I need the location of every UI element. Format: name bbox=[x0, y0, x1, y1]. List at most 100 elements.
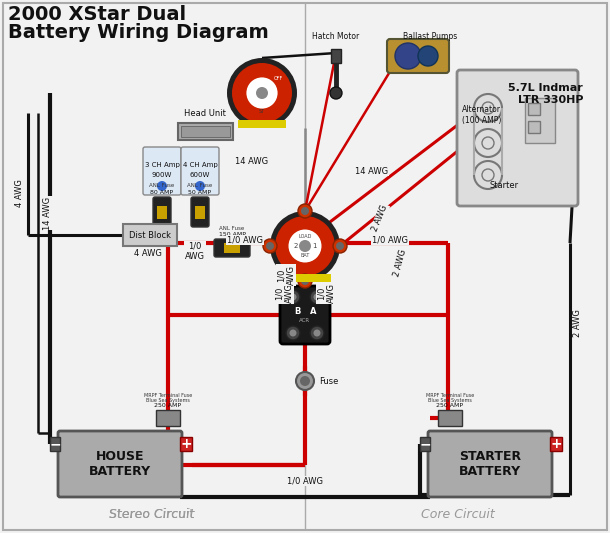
Circle shape bbox=[314, 329, 320, 336]
Text: MRPF Terminal Fuse: MRPF Terminal Fuse bbox=[144, 393, 192, 398]
Circle shape bbox=[310, 326, 324, 340]
Text: ANL Fuse: ANL Fuse bbox=[220, 226, 245, 231]
Circle shape bbox=[289, 230, 321, 262]
Text: 1/0 AWG: 1/0 AWG bbox=[372, 236, 408, 245]
Text: 1/0
AWG: 1/0 AWG bbox=[274, 283, 293, 303]
Text: +: + bbox=[180, 437, 192, 451]
FancyBboxPatch shape bbox=[457, 70, 578, 206]
Bar bbox=[525, 98, 555, 143]
Circle shape bbox=[227, 58, 297, 128]
Text: 1/0 AWG: 1/0 AWG bbox=[227, 236, 263, 245]
Bar bbox=[438, 410, 462, 426]
Circle shape bbox=[256, 87, 268, 99]
Text: Battery Wiring Diagram: Battery Wiring Diagram bbox=[8, 23, 269, 42]
Text: +: + bbox=[550, 437, 562, 451]
FancyBboxPatch shape bbox=[181, 147, 219, 195]
Text: OFF: OFF bbox=[274, 76, 283, 80]
Text: 14 AWG: 14 AWG bbox=[43, 197, 52, 230]
Circle shape bbox=[232, 63, 292, 123]
Text: 4 CH Amp: 4 CH Amp bbox=[182, 162, 217, 168]
Circle shape bbox=[195, 181, 205, 191]
Text: 5.7L Indmar
LTR 330HP: 5.7L Indmar LTR 330HP bbox=[508, 83, 583, 104]
Text: STARTER
BATTERY: STARTER BATTERY bbox=[459, 450, 521, 478]
Text: LOAD: LOAD bbox=[298, 234, 312, 239]
Text: 50 AMP: 50 AMP bbox=[188, 190, 212, 195]
Bar bbox=[420, 437, 430, 451]
Circle shape bbox=[333, 239, 347, 253]
Text: Hatch Motor: Hatch Motor bbox=[312, 32, 360, 41]
Bar bbox=[180, 437, 192, 451]
Bar bbox=[331, 49, 341, 63]
Text: 1/0
AWG: 1/0 AWG bbox=[317, 283, 336, 303]
FancyBboxPatch shape bbox=[214, 239, 250, 257]
Text: Core Circuit: Core Circuit bbox=[421, 508, 495, 521]
FancyBboxPatch shape bbox=[387, 39, 449, 73]
Circle shape bbox=[314, 294, 320, 301]
Text: 2 AWG: 2 AWG bbox=[392, 248, 408, 278]
FancyBboxPatch shape bbox=[58, 431, 182, 497]
Text: MRPF Terminal Fuse: MRPF Terminal Fuse bbox=[426, 393, 474, 398]
Circle shape bbox=[336, 242, 344, 250]
Circle shape bbox=[298, 204, 312, 218]
Text: ANL Fuse: ANL Fuse bbox=[187, 183, 213, 188]
Circle shape bbox=[301, 207, 309, 215]
Text: 3 CH Amp: 3 CH Amp bbox=[145, 162, 179, 168]
Text: A: A bbox=[310, 306, 316, 316]
Bar bbox=[279, 274, 331, 282]
Text: 2 AWG: 2 AWG bbox=[573, 309, 583, 337]
Circle shape bbox=[290, 329, 296, 336]
Circle shape bbox=[299, 240, 311, 252]
FancyBboxPatch shape bbox=[153, 197, 171, 227]
Circle shape bbox=[298, 274, 312, 288]
FancyBboxPatch shape bbox=[428, 431, 552, 497]
Text: Stereo Circuit: Stereo Circuit bbox=[109, 508, 195, 521]
Bar bbox=[181, 125, 229, 136]
Bar bbox=[178, 123, 232, 140]
Text: 1/0
AWG: 1/0 AWG bbox=[276, 265, 296, 285]
Circle shape bbox=[263, 239, 277, 253]
FancyBboxPatch shape bbox=[143, 147, 181, 195]
Text: Head Unit: Head Unit bbox=[184, 109, 226, 118]
Bar bbox=[195, 206, 205, 219]
Text: Blue Sea Systems: Blue Sea Systems bbox=[146, 398, 190, 403]
Text: 1/0 AWG: 1/0 AWG bbox=[287, 477, 323, 486]
Circle shape bbox=[266, 242, 274, 250]
Text: Dist Block: Dist Block bbox=[129, 230, 171, 239]
Circle shape bbox=[270, 211, 340, 281]
FancyBboxPatch shape bbox=[280, 286, 330, 344]
Text: Stereo Circuit: Stereo Circuit bbox=[109, 508, 195, 521]
Text: 600W: 600W bbox=[190, 172, 210, 178]
Bar bbox=[50, 437, 60, 451]
Text: 4 AWG: 4 AWG bbox=[134, 248, 162, 257]
Circle shape bbox=[330, 87, 342, 99]
Circle shape bbox=[301, 277, 309, 285]
Circle shape bbox=[275, 216, 335, 276]
Text: 14 AWG: 14 AWG bbox=[356, 166, 389, 175]
Text: 900W: 900W bbox=[152, 172, 172, 178]
Text: 2000 XStar Dual: 2000 XStar Dual bbox=[8, 5, 186, 24]
FancyBboxPatch shape bbox=[191, 197, 209, 227]
Circle shape bbox=[246, 77, 278, 109]
Text: 250 AMP: 250 AMP bbox=[437, 403, 464, 408]
Circle shape bbox=[290, 294, 296, 301]
Circle shape bbox=[300, 376, 310, 386]
Bar bbox=[123, 224, 177, 246]
Text: 2 AWG: 2 AWG bbox=[371, 204, 389, 232]
Text: Alternator
(100 AMP): Alternator (100 AMP) bbox=[462, 106, 501, 125]
Text: ANL Fuse: ANL Fuse bbox=[149, 183, 174, 188]
Bar bbox=[156, 410, 180, 426]
Text: 14 AWG: 14 AWG bbox=[235, 157, 268, 166]
Text: ST: ST bbox=[259, 109, 265, 115]
Text: −: − bbox=[419, 437, 431, 451]
Text: 1/0
AWG: 1/0 AWG bbox=[185, 241, 205, 261]
Text: 1: 1 bbox=[312, 243, 317, 249]
Circle shape bbox=[395, 43, 421, 69]
Text: Ballast Pumps: Ballast Pumps bbox=[403, 32, 457, 41]
Text: Blue Sea Systems: Blue Sea Systems bbox=[428, 398, 472, 403]
Bar bbox=[550, 437, 562, 451]
Text: BAT: BAT bbox=[300, 253, 310, 258]
Text: 80 AMP: 80 AMP bbox=[151, 190, 173, 195]
Circle shape bbox=[310, 290, 324, 304]
Text: HOUSE
BATTERY: HOUSE BATTERY bbox=[89, 450, 151, 478]
Bar bbox=[157, 206, 167, 219]
